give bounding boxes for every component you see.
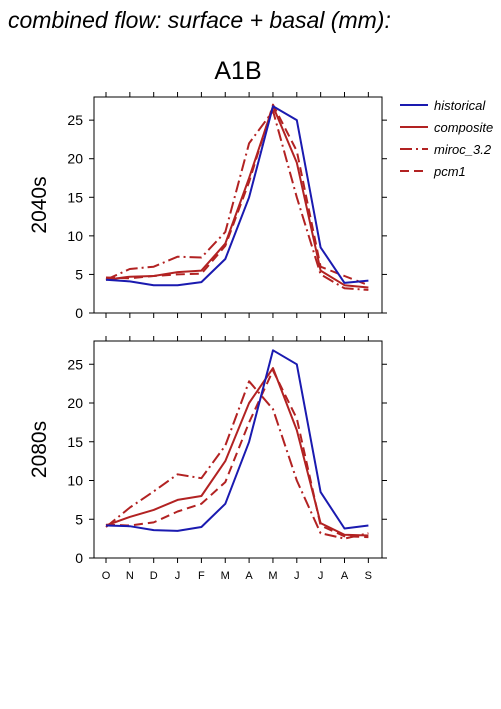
x-tick-label: J <box>175 570 181 582</box>
y-tick-label: 0 <box>75 550 83 566</box>
y-tick-label: 20 <box>67 151 83 167</box>
x-tick-label: S <box>365 570 372 582</box>
chart-legend: historical composite miroc_3.2 pcm1 <box>400 98 493 179</box>
chart-panel-2080s: 0 5 10 15 20 25 O N D J F M A M J J A S 2080s <box>28 336 387 582</box>
series-line-miroc-3-2 <box>105 380 369 540</box>
y-tick-label: 10 <box>67 228 83 244</box>
x-tick-label: M <box>221 570 230 582</box>
x-tick-label: D <box>150 570 158 582</box>
y-tick-label: 25 <box>67 356 83 372</box>
x-tick-label: M <box>268 570 277 582</box>
x-tick-label: J <box>294 570 300 582</box>
x-tick-label: A <box>245 570 253 582</box>
series-line-composite <box>105 105 369 289</box>
series-line-miroc-3-2 <box>105 109 369 291</box>
plot-frame <box>93 340 383 559</box>
y-tick-label: 15 <box>67 434 83 450</box>
x-tick-label: J <box>318 570 324 582</box>
figure-title: combined flow: surface + basal (mm): <box>8 7 391 33</box>
y-tick-label: 5 <box>75 266 83 282</box>
legend-label-historical: historical <box>434 98 486 113</box>
row-label: 2080s <box>28 421 51 478</box>
series-line-composite <box>105 367 369 537</box>
legend-label-composite: composite <box>434 120 493 135</box>
y-tick-label: 0 <box>75 305 83 321</box>
y-tick-label: 5 <box>75 511 83 527</box>
y-tick-label: 20 <box>67 395 83 411</box>
series-line-pcm1 <box>105 369 369 539</box>
y-tick-label: 10 <box>67 473 83 489</box>
y-tick-label: 15 <box>67 189 83 205</box>
legend-label-miroc-3-2: miroc_3.2 <box>434 142 492 157</box>
chart-panel-2040s: 0 5 10 15 20 25 2040s <box>28 92 387 321</box>
scenario-label: A1B <box>214 57 261 85</box>
y-tick-label: 25 <box>67 112 83 128</box>
x-tick-label: A <box>341 570 349 582</box>
x-tick-label: O <box>102 570 111 582</box>
series-line-historical <box>105 349 369 532</box>
legend-label-pcm1: pcm1 <box>433 164 466 179</box>
x-tick-label: N <box>126 570 134 582</box>
series-line-pcm1 <box>105 103 369 287</box>
row-label: 2040s <box>28 176 51 233</box>
plot-frame <box>93 96 383 314</box>
series-line-historical <box>105 105 369 287</box>
x-tick-label: F <box>198 570 205 582</box>
